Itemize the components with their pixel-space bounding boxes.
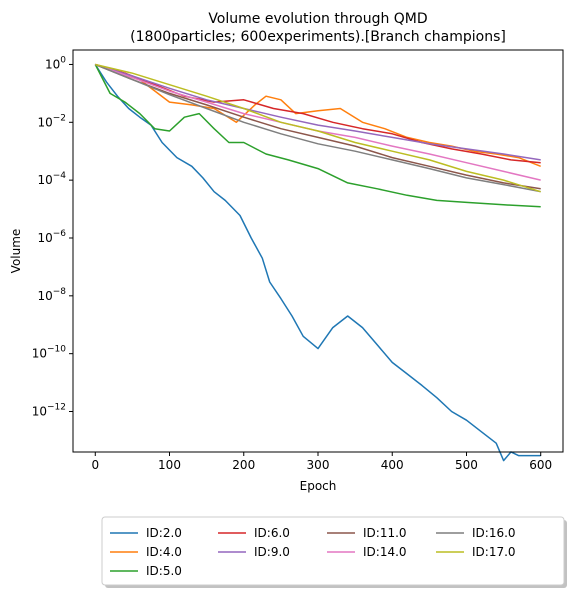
legend-label: ID:6.0 (254, 526, 290, 540)
y-tick-label: 10−10 (32, 345, 67, 361)
y-tick-label: 10−2 (37, 113, 66, 129)
x-tick-label: 400 (381, 458, 404, 472)
legend-label: ID:14.0 (363, 545, 407, 559)
legend-label: ID:11.0 (363, 526, 407, 540)
x-axis-ticks: 0 100 200 300 400 500 600 (91, 452, 552, 472)
series-line-2 (94, 64, 541, 208)
series-line-7 (95, 63, 541, 193)
legend-item: ID:9.0 (218, 545, 290, 559)
chart-title-line2: (1800particles; 600experiments).[Branch … (130, 29, 506, 45)
chart-title-line1: Volume evolution through QMD (208, 11, 427, 27)
x-tick-label: 500 (455, 458, 478, 472)
legend-item: ID:16.0 (436, 526, 516, 540)
y-axis-label: Volume (9, 229, 23, 274)
legend-item: ID:2.0 (110, 526, 182, 540)
y-axis-ticks: 100 10−2 10−4 10−6 10−8 10−10 10−12 (32, 55, 73, 419)
series-line-8 (95, 63, 541, 193)
legend-item: ID:14.0 (327, 545, 407, 559)
series-line-4 (95, 63, 541, 161)
y-tick-label: 100 (45, 55, 66, 71)
plot-lines (94, 63, 541, 462)
legend-label: ID:17.0 (472, 545, 516, 559)
x-tick-label: 200 (232, 458, 255, 472)
legend-label: ID:2.0 (146, 526, 182, 540)
legend-label: ID:9.0 (254, 545, 290, 559)
legend-label: ID:5.0 (146, 564, 182, 578)
x-tick-label: 600 (529, 458, 552, 472)
y-tick-label: 10−8 (37, 287, 66, 303)
legend-item: ID:4.0 (110, 545, 182, 559)
legend-item: ID:6.0 (218, 526, 290, 540)
series-line-0 (94, 64, 541, 462)
series-line-3 (95, 63, 541, 164)
legend-label: ID:4.0 (146, 545, 182, 559)
x-tick-label: 0 (91, 458, 99, 472)
legend-item: ID:17.0 (436, 545, 516, 559)
y-tick-label: 10−6 (37, 229, 66, 245)
legend-item: ID:5.0 (110, 564, 182, 578)
y-tick-label: 10−4 (37, 171, 66, 187)
legend: ID:2.0 ID:4.0 ID:5.0 ID:6.0 ID:9.0 ID:11.0 ID:… (101, 516, 567, 588)
series-line-1 (95, 63, 541, 167)
legend-label: ID:16.0 (472, 526, 516, 540)
series-line-5 (95, 63, 541, 190)
x-axis-label: Epoch (300, 479, 337, 493)
x-tick-label: 300 (307, 458, 330, 472)
y-tick-label: 10−12 (32, 403, 66, 419)
legend-item: ID:11.0 (327, 526, 407, 540)
x-tick-label: 100 (158, 458, 181, 472)
